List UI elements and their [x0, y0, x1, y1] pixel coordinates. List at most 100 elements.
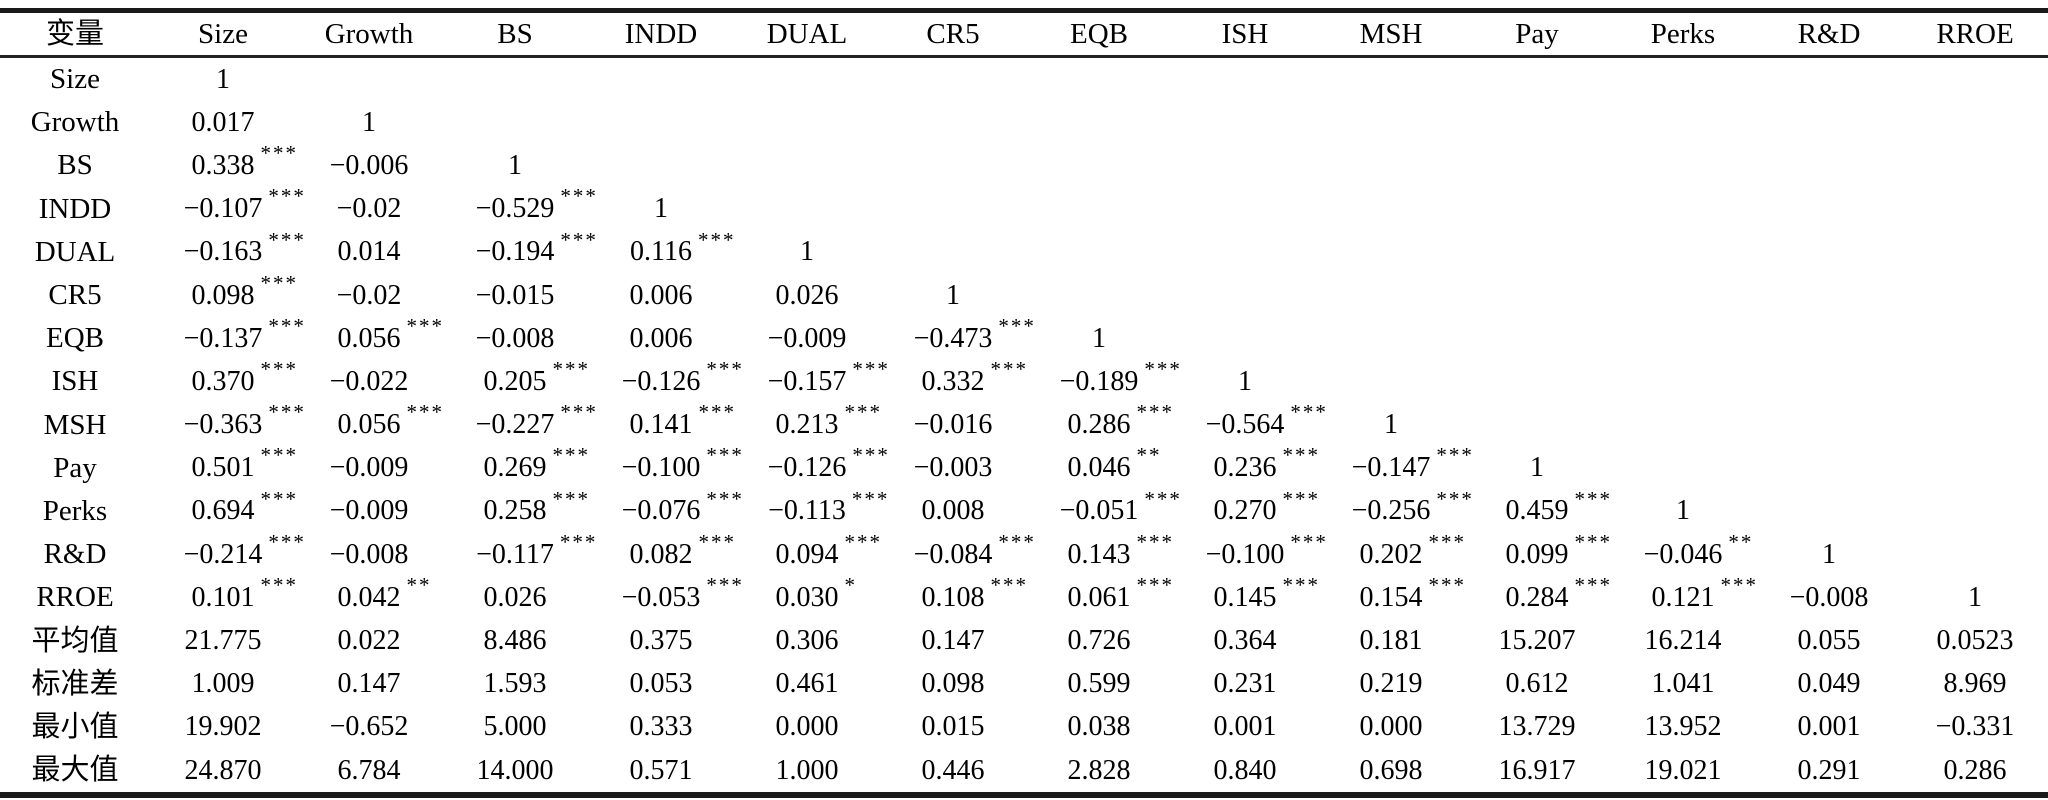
cell-value: 0.014 [337, 236, 401, 268]
column-header: INDD [624, 17, 698, 50]
table-cell: −0.046 ** [1610, 531, 1756, 569]
significance-stars: *** [260, 486, 298, 511]
cell-value: 24.870 [184, 754, 262, 786]
cell-value: −0.051 *** [1059, 486, 1182, 527]
cell-value: 0.571 [629, 754, 693, 786]
table-cell: 8.486 [442, 627, 588, 655]
cell-value: 1.593 [483, 668, 547, 700]
table-cell: 13.729 [1464, 713, 1610, 741]
cell-value: 0.213 *** [775, 400, 882, 441]
column-header: RROE [1936, 17, 2014, 50]
significance-stars: *** [552, 486, 590, 511]
significance-stars: * [844, 573, 857, 598]
significance-stars: *** [1282, 573, 1320, 598]
row-label: 标准差 [31, 667, 119, 700]
table-cell: 0.269 *** [442, 445, 589, 482]
table-cell: −0.076 *** [588, 488, 742, 525]
cell-value: 1 [1530, 452, 1544, 484]
cell-value: 0.147 [337, 668, 401, 700]
cell-value: 1 [1384, 409, 1398, 441]
table-cell: −0.473 *** [880, 315, 1034, 353]
table-cell: 0.461 [734, 670, 880, 698]
cell-value: 0.446 [921, 754, 985, 786]
table-cell: 0.333 [588, 713, 734, 741]
table-cell: 1.041 [1610, 670, 1756, 698]
significance-stars: *** [852, 357, 890, 382]
significance-stars: *** [268, 529, 306, 554]
table-cell: 0.154 *** [1318, 575, 1465, 612]
cell-value: 6.784 [337, 754, 401, 786]
table-row: CR5 0.098 *** −0.02 −0.015 0.006 0.026 1 [0, 272, 2048, 317]
table-cell: −0.189 *** [1026, 359, 1180, 396]
cell-value: 0.286 [1943, 754, 2007, 786]
row-label: R&D [43, 538, 107, 571]
significance-stars: *** [1574, 573, 1612, 598]
table-cell: −0.117 *** [442, 531, 595, 569]
row-label: Growth [30, 106, 120, 139]
table-cell: 16.214 [1610, 627, 1756, 655]
significance-stars: *** [1282, 443, 1320, 468]
cell-value: 0.042 ** [337, 573, 432, 613]
table-cell: −0.02 [296, 279, 442, 311]
table-cell: 1 [1172, 367, 1318, 396]
cell-value: 0.055 [1797, 625, 1861, 657]
cell-value: 0.270 *** [1213, 486, 1320, 527]
cell-value: −0.009 [329, 495, 409, 527]
cell-value: 0.061 *** [1067, 573, 1174, 613]
cell-value: 15.207 [1498, 625, 1576, 657]
table-cell: −0.009 [296, 497, 442, 525]
table-cell: 1 [442, 151, 588, 180]
table-cell: 0.026 [442, 583, 588, 612]
table-cell: −0.214 *** [150, 531, 304, 569]
table-cell: 0.270 *** [1172, 486, 1320, 527]
cell-value: 0.141 *** [629, 400, 736, 441]
significance-stars: *** [1136, 529, 1174, 554]
significance-stars: *** [998, 529, 1036, 554]
table-cell: 0.205 *** [442, 359, 589, 396]
cell-value: 0.082 *** [629, 529, 736, 570]
cell-value: 0.038 [1067, 711, 1131, 743]
cell-value: 0.006 [629, 322, 693, 354]
column-header: MSH [1359, 17, 1423, 50]
table-cell: 0.286 [1902, 754, 2048, 786]
table-cell: 19.021 [1610, 756, 1756, 785]
table-cell: 0.030 * [734, 575, 880, 612]
significance-stars: *** [844, 400, 882, 425]
cell-value: −0.163 *** [183, 227, 306, 268]
row-label: CR5 [48, 279, 102, 312]
cell-value: −0.084 *** [913, 529, 1036, 570]
table-cell: 13.952 [1610, 713, 1756, 741]
significance-stars: *** [560, 184, 598, 209]
table-row: MSH −0.363 *** 0.056 *** −0.227 *** 0.141 *** 0.2… [0, 400, 2048, 447]
cell-value: −0.113 *** [768, 486, 890, 527]
significance-stars: ** [406, 573, 432, 598]
table-cell: −0.529 *** [442, 186, 596, 223]
cell-value: 0.143 *** [1067, 529, 1174, 570]
significance-stars: *** [268, 227, 306, 252]
cell-value: 0.459 *** [1505, 486, 1612, 527]
table-row: Pay 0.501 *** −0.009 0.269 *** −0.100 *** −0.126… [0, 443, 2048, 490]
significance-stars: *** [552, 357, 590, 382]
significance-stars: *** [706, 573, 744, 598]
significance-stars: *** [1144, 357, 1182, 382]
cell-value: 1 [800, 236, 814, 268]
table-cell: 0.364 [1172, 627, 1318, 655]
row-label: RROE [36, 581, 114, 614]
table-cell: 0.698 [1318, 756, 1464, 785]
table-cell: 1.000 [734, 756, 880, 785]
table-cell: 1 [734, 238, 880, 266]
table-cell: 8.969 [1902, 670, 2048, 698]
table-cell: 0.202 *** [1318, 531, 1465, 569]
significance-stars: *** [268, 313, 306, 338]
cell-value: −0.02 [336, 279, 402, 311]
table-cell: 0.101 *** [150, 575, 297, 612]
cell-value: −0.227 *** [475, 400, 598, 441]
column-header: Size [198, 17, 248, 50]
table-cell: 0.001 [1172, 713, 1318, 741]
table-cell: −0.227 *** [442, 400, 598, 441]
correlation-table: 变量 Size Growth BS INDD DUAL CR5 EQB ISH MSH Pay Per… [0, 8, 2048, 799]
table-cell: 0.147 [296, 670, 442, 698]
cell-value: 0.258 *** [483, 486, 590, 527]
table-cell: 0.055 [1756, 627, 1902, 655]
column-header: R&D [1797, 17, 1861, 50]
